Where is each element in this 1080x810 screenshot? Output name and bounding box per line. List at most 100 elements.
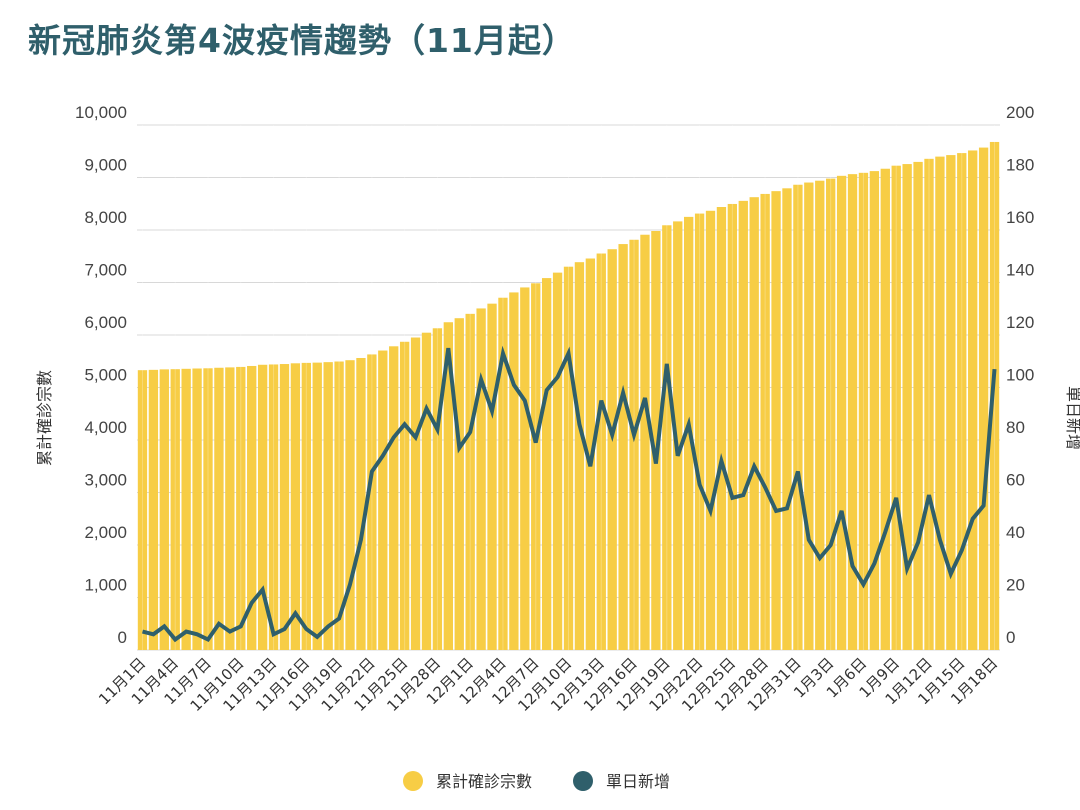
bar-cumulative: [454, 318, 464, 650]
left-tick-label: 3,000: [84, 471, 127, 490]
right-axis-label: 單日新增: [1064, 386, 1080, 450]
bar-cumulative: [399, 341, 410, 650]
bar-cumulative: [771, 191, 781, 650]
right-tick-label: 140: [1006, 261, 1034, 280]
bar-cumulative: [563, 266, 574, 650]
bar-cumulative: [410, 337, 421, 650]
bar-cumulative: [334, 361, 344, 650]
bar-cumulative: [236, 366, 246, 650]
bar-cumulative: [793, 184, 803, 650]
bar-cumulative: [902, 164, 912, 650]
bar-cumulative: [978, 147, 989, 650]
left-tick-label: 4,000: [84, 418, 127, 437]
left-tick-label: 9,000: [84, 156, 127, 175]
bar-cumulative: [989, 141, 1000, 650]
right-tick-label: 20: [1006, 576, 1025, 595]
bar-cumulative: [924, 158, 934, 650]
bar-cumulative: [520, 287, 530, 650]
bar-cumulative: [531, 283, 541, 650]
bar-cumulative: [268, 364, 279, 650]
bar-cumulative: [323, 362, 333, 650]
legend-cumulative-swatch: [403, 771, 423, 791]
right-tick-label: 120: [1006, 313, 1034, 332]
bar-cumulative: [662, 225, 672, 650]
bar-cumulative: [170, 369, 180, 650]
bar-cumulative: [760, 193, 770, 650]
bars: [137, 141, 1000, 651]
right-tick-label: 180: [1006, 156, 1034, 175]
left-tick-label: 0: [118, 628, 127, 647]
bar-cumulative: [345, 360, 355, 650]
bar-cumulative: [476, 308, 486, 650]
bar-cumulative: [378, 350, 388, 650]
chart-title: 新冠肺炎第4波疫情趨勢（11月起）: [28, 21, 576, 60]
left-tick-label: 2,000: [84, 523, 127, 542]
bar-cumulative: [935, 156, 945, 651]
left-axis-ticks: 0 1,000 2,000 3,000 4,000 5,000 6,000 7,000 8,00…: [75, 103, 127, 647]
left-tick-label: 7,000: [84, 261, 127, 280]
bar-cumulative: [782, 188, 792, 650]
bar-cumulative: [727, 203, 738, 650]
bar-cumulative: [913, 161, 923, 650]
bar-cumulative: [214, 367, 224, 650]
bar-cumulative: [618, 244, 628, 650]
bar-cumulative: [749, 197, 759, 650]
bar-cumulative: [673, 221, 683, 650]
bar-cumulative: [203, 368, 213, 650]
bar-cumulative: [629, 239, 639, 650]
bar-cumulative: [815, 180, 825, 650]
bar-cumulative: [389, 346, 399, 650]
bar-cumulative: [192, 368, 202, 650]
bar-cumulative: [651, 230, 661, 650]
bar-cumulative: [148, 369, 159, 650]
bar-cumulative: [552, 272, 563, 650]
bar-cumulative: [487, 303, 497, 650]
bar-cumulative: [225, 367, 235, 650]
bar-cumulative: [159, 369, 169, 650]
bar-cumulative: [541, 278, 552, 650]
bar-cumulative: [509, 292, 519, 650]
right-axis-ticks: 0 20 40 60 80 100 120 140 160 180 200: [1006, 103, 1034, 647]
bar-cumulative: [290, 363, 301, 650]
left-tick-label: 5,000: [84, 366, 127, 385]
bar-cumulative: [716, 207, 727, 650]
bar-cumulative: [137, 370, 148, 650]
bar-cumulative: [465, 313, 475, 650]
x-axis-ticks: 11月1日11月4日11月7日11月10日11月13日11月16日11月19日1…: [95, 654, 1001, 715]
bar-cumulative: [847, 174, 858, 650]
bar-cumulative: [946, 155, 956, 650]
bar-cumulative: [858, 172, 869, 650]
legend-cumulative-label: 累計確診宗數: [436, 772, 532, 791]
bar-cumulative: [640, 234, 650, 650]
legend-daily-label: 單日新增: [606, 772, 670, 791]
bar-cumulative: [279, 364, 290, 650]
right-tick-label: 160: [1006, 208, 1034, 227]
left-axis-label: 累計確診宗數: [35, 370, 54, 466]
bar-cumulative: [421, 332, 432, 650]
bar-cumulative: [836, 175, 847, 650]
bar-cumulative: [968, 150, 978, 650]
bar-cumulative: [367, 354, 377, 650]
vertical-grid: [141, 125, 996, 650]
daily-line: [142, 345, 997, 643]
bar-cumulative: [498, 297, 508, 650]
left-tick-label: 6,000: [84, 313, 127, 332]
bar-cumulative: [574, 262, 585, 650]
right-tick-label: 60: [1006, 471, 1025, 490]
bar-cumulative: [738, 200, 748, 651]
right-tick-label: 40: [1006, 523, 1025, 542]
bar-cumulative: [869, 171, 880, 650]
bar-cumulative: [596, 253, 606, 650]
bar-cumulative: [804, 182, 814, 651]
bar-cumulative: [432, 328, 443, 650]
bar-cumulative: [443, 322, 453, 650]
legend: 累計確診宗數 單日新增: [403, 771, 670, 791]
bar-cumulative: [247, 365, 257, 650]
bar-cumulative: [957, 153, 967, 650]
right-tick-label: 100: [1006, 366, 1034, 385]
legend-daily-swatch: [573, 771, 593, 791]
bar-cumulative: [705, 210, 716, 650]
bar-cumulative: [891, 165, 901, 650]
bar-cumulative: [356, 357, 366, 650]
